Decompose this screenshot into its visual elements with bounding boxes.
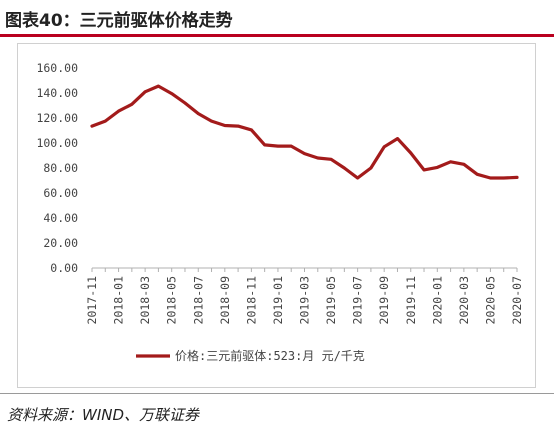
y-tick-label: 100.00 (36, 136, 78, 150)
data-point (263, 143, 267, 147)
data-point (316, 156, 320, 160)
title-rule (0, 34, 554, 37)
data-point (435, 165, 439, 169)
data-point (382, 145, 386, 149)
data-point (196, 112, 200, 116)
data-point (223, 124, 227, 127)
data-point (356, 176, 360, 180)
x-tick-label: 2020-07 (510, 276, 524, 325)
data-point (210, 119, 213, 123)
x-tick-label: 2019-01 (271, 276, 285, 325)
data-point (329, 157, 333, 161)
data-point (157, 84, 160, 88)
data-point (396, 137, 399, 141)
chart-frame (17, 43, 536, 388)
legend-label: 价格:三元前驱体:523:月 元/千克 (175, 348, 365, 363)
data-point (143, 90, 147, 94)
y-tick-label: 0.00 (50, 261, 78, 275)
data-point (462, 162, 466, 166)
y-tick-label: 160.00 (36, 61, 78, 75)
x-tick-label: 2019-03 (298, 276, 312, 325)
x-tick-label: 2019-05 (324, 276, 338, 324)
data-point (249, 128, 253, 132)
data-point (303, 152, 306, 156)
y-tick-label: 60.00 (43, 186, 78, 200)
data-point (289, 144, 293, 148)
data-point (422, 168, 426, 172)
data-point (183, 101, 187, 105)
x-tick-label: 2018-11 (244, 276, 258, 325)
price-line-chart: 0.00 20.00 40.00 60.00 80.00 100.00 120.00 140.… (36, 61, 524, 363)
x-tick-label: 2020-05 (483, 276, 497, 324)
data-point (276, 144, 280, 148)
data-point (103, 119, 107, 123)
x-tick-label: 2018-01 (112, 276, 126, 325)
y-tick-label: 80.00 (43, 161, 78, 175)
data-point (449, 160, 452, 164)
series-line (90, 84, 519, 180)
data-point (130, 102, 134, 106)
source-rule (0, 393, 554, 394)
y-tick-label: 20.00 (43, 236, 78, 250)
figure-title: 图表40：三元前驱体价格走势 (5, 11, 233, 31)
x-tick-label: 2020-03 (457, 276, 471, 325)
x-tick-label: 2018-03 (138, 276, 152, 325)
x-tick-label: 2020-01 (430, 276, 444, 325)
x-tick-label: 2019-09 (377, 276, 391, 325)
data-point (489, 176, 492, 180)
x-tick-label: 2019-07 (351, 276, 365, 325)
source-note: 资料来源：WIND、万联证券 (7, 406, 200, 424)
data-point (369, 166, 373, 170)
x-tick-label: 2018-05 (165, 276, 179, 324)
x-tick-label: 2019-11 (404, 276, 418, 325)
y-tick-label: 40.00 (43, 211, 78, 225)
data-point (342, 166, 346, 170)
data-point (117, 109, 120, 113)
data-point (515, 175, 519, 179)
x-tick-label: 2018-07 (191, 276, 205, 325)
data-point (475, 172, 479, 176)
data-point (236, 124, 240, 128)
data-point (409, 151, 413, 155)
y-tick-label: 120.00 (36, 111, 78, 125)
y-tick-label: 140.00 (36, 86, 78, 100)
x-tick-label: 2017-11 (85, 276, 99, 325)
data-point (170, 92, 174, 96)
data-point (90, 124, 94, 128)
x-tick-label: 2018-09 (218, 276, 232, 325)
data-point (502, 176, 506, 180)
